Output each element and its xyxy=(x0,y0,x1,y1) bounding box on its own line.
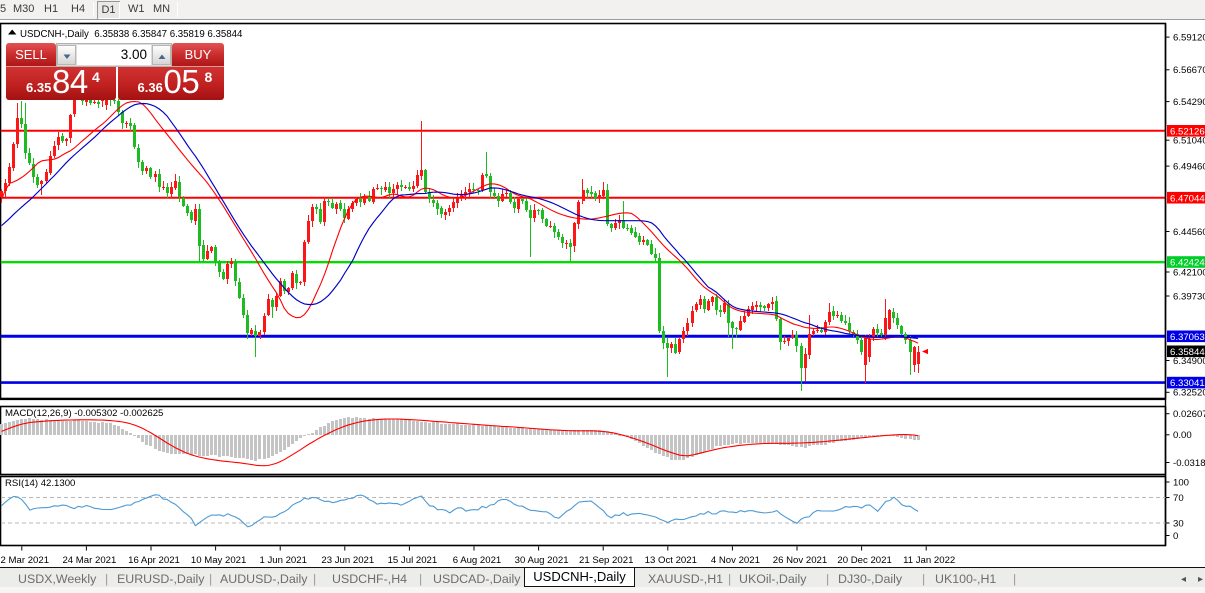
svg-text:6.44560: 6.44560 xyxy=(1173,227,1205,238)
svg-text:20 Dec 2021: 20 Dec 2021 xyxy=(837,555,891,566)
svg-text:23 Jun 2021: 23 Jun 2021 xyxy=(321,555,374,566)
svg-text:1 Jun 2021: 1 Jun 2021 xyxy=(259,555,306,566)
svg-text:6.42100: 6.42100 xyxy=(1173,267,1205,278)
svg-text:30: 30 xyxy=(1173,518,1184,529)
svg-text:6.49460: 6.49460 xyxy=(1173,162,1205,173)
svg-text:6.51040: 6.51040 xyxy=(1173,136,1205,147)
svg-text:100: 100 xyxy=(1173,477,1189,488)
svg-text:21 Sep 2021: 21 Sep 2021 xyxy=(579,555,633,566)
svg-text:USDCNH-,Daily 6.35838 6.35847: USDCNH-,Daily 6.35838 6.35847 6.35819 6.… xyxy=(20,29,243,40)
svg-text:6.59120: 6.59120 xyxy=(1173,33,1205,44)
svg-text:24 Mar 2021: 24 Mar 2021 xyxy=(62,555,116,566)
svg-text:0: 0 xyxy=(1173,531,1178,542)
svg-text:6.37063: 6.37063 xyxy=(1170,332,1205,343)
svg-text:6.32520: 6.32520 xyxy=(1173,388,1205,399)
svg-text:MACD(12,26,9) -0.005302 -0.002: MACD(12,26,9) -0.005302 -0.002625 xyxy=(5,408,163,419)
svg-text:6.52126: 6.52126 xyxy=(1170,126,1205,137)
svg-text:6.56670: 6.56670 xyxy=(1173,65,1205,76)
svg-text:2 Mar 2021: 2 Mar 2021 xyxy=(1,555,50,566)
svg-text:RSI(14) 42.1300: RSI(14) 42.1300 xyxy=(5,478,75,489)
svg-text:26 Nov 2021: 26 Nov 2021 xyxy=(773,555,827,566)
svg-text:16 Apr 2021: 16 Apr 2021 xyxy=(128,555,180,566)
svg-text:6.39730: 6.39730 xyxy=(1173,291,1205,302)
svg-text:6.35844: 6.35844 xyxy=(1170,347,1205,358)
svg-text:13 Oct 2021: 13 Oct 2021 xyxy=(645,555,697,566)
svg-text:6.42424: 6.42424 xyxy=(1170,258,1205,269)
svg-text:6.47044: 6.47044 xyxy=(1170,193,1205,204)
svg-text:0.02607: 0.02607 xyxy=(1173,409,1205,420)
svg-text:15 Jul 2021: 15 Jul 2021 xyxy=(388,555,438,566)
svg-text:6 Aug 2021: 6 Aug 2021 xyxy=(453,555,502,566)
svg-text:6.54290: 6.54290 xyxy=(1173,97,1205,108)
svg-text:6.34900: 6.34900 xyxy=(1173,356,1205,367)
svg-text:6.33041: 6.33041 xyxy=(1170,378,1205,389)
svg-text:-0.03187: -0.03187 xyxy=(1173,458,1205,469)
svg-text:4 Nov 2021: 4 Nov 2021 xyxy=(711,555,760,566)
svg-text:30 Aug 2021: 30 Aug 2021 xyxy=(515,555,569,566)
svg-text:10 May 2021: 10 May 2021 xyxy=(191,555,246,566)
svg-text:70: 70 xyxy=(1173,493,1184,504)
svg-text:0.00: 0.00 xyxy=(1173,430,1192,441)
svg-text:11 Jan 2022: 11 Jan 2022 xyxy=(903,555,955,566)
